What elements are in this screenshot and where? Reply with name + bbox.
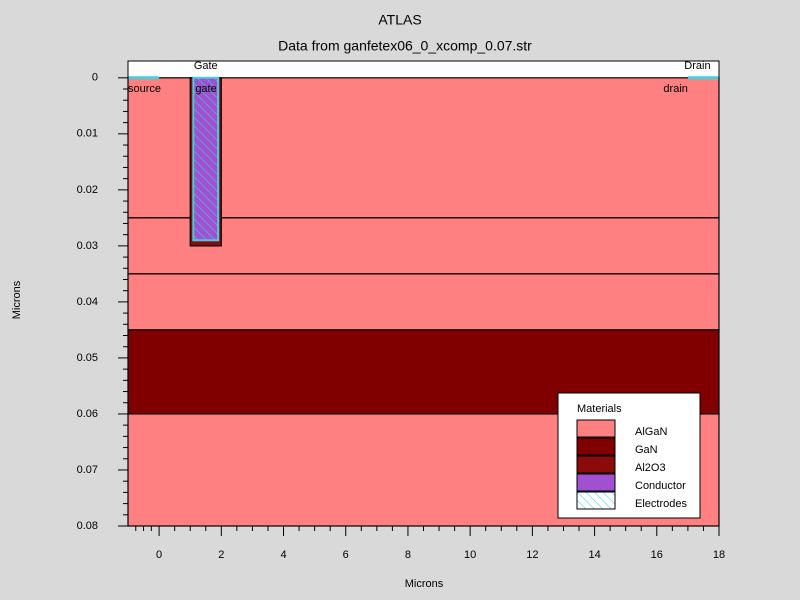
legend-label: AlGaN — [635, 426, 667, 438]
y-tick-label: 0.03 — [77, 240, 98, 252]
x-tick-label: 16 — [651, 549, 663, 561]
y-tick-label: 0.08 — [77, 520, 98, 532]
x-tick-label: 2 — [218, 549, 224, 561]
y-tick-label: 0 — [92, 72, 98, 84]
y-tick-label: 0.07 — [77, 464, 98, 476]
x-tick-label: 10 — [464, 549, 476, 561]
chart-subtitle: Data from ganfetex06_0_xcomp_0.07.str — [278, 38, 532, 54]
x-tick-label: 18 — [713, 549, 725, 561]
electrode-label: gate — [195, 83, 216, 95]
electrode — [192, 76, 220, 242]
legend-label: Conductor — [635, 480, 686, 492]
legend-title: Materials — [577, 403, 622, 415]
region — [127, 273, 720, 331]
x-tick-label: 0 — [156, 549, 162, 561]
y-tick-label: 0.04 — [77, 296, 98, 308]
electrode-label: drain — [663, 83, 687, 95]
electrode-label: source — [128, 83, 161, 95]
y-tick-label: 0.01 — [77, 128, 98, 140]
electrode-title: Gate — [194, 60, 218, 72]
x-tick-label: 4 — [280, 549, 286, 561]
chart-title: ATLAS — [378, 12, 421, 28]
y-tick-label: 0.05 — [77, 352, 98, 364]
legend-swatch — [576, 437, 616, 456]
legend-label: Electrodes — [635, 498, 687, 510]
legend-swatch — [576, 473, 616, 492]
legend-swatch — [576, 491, 616, 510]
electrode-title: Drain — [684, 60, 710, 72]
x-tick-label: 12 — [526, 549, 538, 561]
region — [127, 217, 720, 275]
region — [127, 77, 720, 219]
y-axis-label: Microns — [11, 280, 23, 319]
legend-label: GaN — [635, 444, 658, 456]
x-tick-label: 14 — [588, 549, 600, 561]
y-tick-label: 0.06 — [77, 408, 98, 420]
y-tick-label: 0.02 — [77, 184, 98, 196]
x-axis-label: Microns — [405, 578, 444, 590]
legend-label: Al2O3 — [635, 462, 666, 474]
legend-swatch — [576, 455, 616, 474]
x-tick-label: 6 — [343, 549, 349, 561]
legend-swatch — [576, 419, 616, 438]
x-tick-label: 8 — [405, 549, 411, 561]
